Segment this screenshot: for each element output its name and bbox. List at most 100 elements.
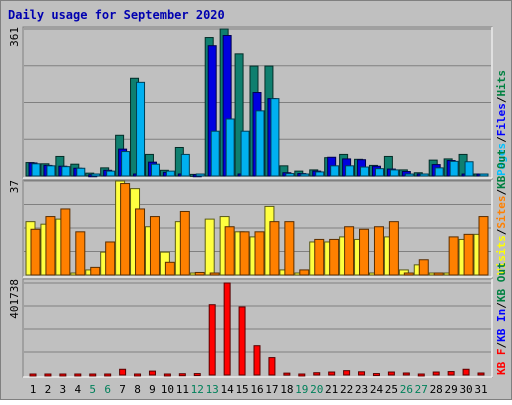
bar-visits-sites [478, 216, 489, 276]
x-axis-labels: 1 2 3 4 5 6 7 8 9 10 11 12 13 14 15 16 17 18 19 20 21 22 23 24 2… [30, 383, 488, 396]
x-tick-label: 26 [400, 383, 413, 396]
bar-visits-sites [448, 236, 459, 276]
x-tick-label: 4 [74, 383, 81, 396]
x-tick-label: 7 [119, 383, 126, 396]
bar-hits-pages [136, 81, 146, 177]
bar-kbytes-kb-f [402, 372, 410, 376]
x-tick-label: 31 [474, 383, 487, 396]
bar-hits-pages [434, 167, 444, 177]
bar-hits-pages [165, 170, 175, 177]
x-tick-label: 17 [265, 383, 278, 396]
bar-kbytes-kb-f [432, 371, 440, 376]
bar-kbytes-kb-f [477, 372, 485, 376]
bar-hits-pages [374, 168, 384, 177]
bar-visits-sites [194, 271, 205, 276]
bar-visits-sites [149, 216, 160, 276]
legend-entry: KB Out [495, 149, 508, 189]
x-tick-label: 20 [310, 383, 323, 396]
bar-hits-pages [121, 151, 131, 177]
x-tick-label: 13 [206, 383, 219, 396]
bar-hits-pages [46, 165, 56, 177]
bar-hits-pages [255, 110, 265, 177]
legend-entry: KB F [495, 349, 508, 376]
bar-kbytes-kb-f [358, 371, 366, 376]
bar-visits-sites [30, 228, 41, 276]
legend-entry: KB In [495, 309, 508, 342]
bar-visits-sites [388, 221, 399, 276]
bar-hits-pages [345, 165, 355, 177]
bar-kbytes-kb-f [328, 371, 336, 376]
bar-hits-pages [449, 160, 459, 177]
legend-separator: / [495, 302, 508, 309]
x-tick-label: 6 [104, 383, 111, 396]
panel-max-label: 361 [8, 27, 21, 47]
bar-kbytes-kb-f [343, 370, 351, 376]
bar-visits-sites [105, 241, 116, 276]
bar-kbytes-kb-f [104, 373, 112, 377]
bar-visits-sites [329, 238, 340, 276]
x-tick-label: 10 [161, 383, 174, 396]
bar-visits-sites [359, 228, 370, 276]
bar-hits-pages [270, 98, 280, 177]
bar-kbytes-kb-f [163, 373, 171, 377]
bar-kbytes-kb-f [208, 304, 216, 376]
x-tick-label: 28 [430, 383, 443, 396]
bar-kbytes-kb-f [238, 306, 246, 376]
legend-separator: / [495, 96, 508, 103]
bar-visits-sites [45, 216, 56, 276]
bar-hits-pages [106, 170, 116, 177]
bar-visits-sites [75, 231, 86, 276]
bar-hits-pages [419, 173, 429, 177]
panel-max-label: 401738 [8, 279, 21, 319]
x-tick-label: 22 [340, 383, 353, 396]
bar-visits-sites [433, 272, 444, 276]
bar-hits-pages [150, 163, 160, 177]
bar-kbytes-kb-f [59, 373, 67, 377]
bar-visits-sites [344, 226, 355, 276]
x-tick-label: 21 [325, 383, 338, 396]
x-tick-label: 3 [60, 383, 67, 396]
bar-kbytes-kb-f [313, 372, 321, 376]
bar-hits-pages [225, 118, 235, 177]
x-tick-label: 12 [191, 383, 204, 396]
bar-hits-pages [479, 173, 489, 177]
bar-hits-pages [61, 166, 71, 177]
bar-hits-pages [180, 153, 190, 177]
legend-entry: Visits [495, 235, 508, 275]
panel-legend: Visits/Sites/KB Out [495, 149, 508, 275]
legend-separator: / [495, 228, 508, 235]
bar-hits-pages [240, 130, 250, 177]
bar-visits-sites [463, 233, 474, 276]
x-tick-label: 8 [134, 383, 141, 396]
bar-hits-pages [464, 161, 474, 177]
bar-kbytes-kb-f [447, 371, 455, 376]
bar-visits-sites [239, 231, 250, 276]
bar-kbytes-kb-f [283, 372, 291, 376]
panel-max-label: 37 [8, 180, 21, 193]
bar-hits-pages [315, 171, 325, 177]
bar-visits-sites [403, 272, 414, 276]
bar-kbytes-kb-f [134, 373, 142, 377]
bar-kbytes-kb-f [74, 373, 82, 377]
panel-legend: Pages/Files/Hits [495, 70, 508, 176]
bar-kbytes-kb-f [298, 373, 306, 377]
legend-entry: Pages [495, 143, 508, 176]
x-tick-label: 9 [149, 383, 156, 396]
bar-visits-sites [209, 272, 220, 276]
x-tick-label: 15 [235, 383, 248, 396]
bar-visits-sites [120, 183, 131, 276]
x-tick-label: 2 [45, 383, 52, 396]
bar-kbytes-kb-f [178, 373, 186, 377]
x-tick-label: 27 [415, 383, 428, 396]
x-tick-label: 23 [355, 383, 368, 396]
panel-legend: KB F/KB In/KB Out [495, 262, 508, 375]
bar-visits-sites [373, 226, 384, 276]
bar-hits-pages [285, 173, 295, 177]
bar-kbytes-kb-f [148, 370, 156, 376]
legend-entry: Files [495, 103, 508, 136]
bar-kbytes-kb-f [417, 373, 425, 377]
